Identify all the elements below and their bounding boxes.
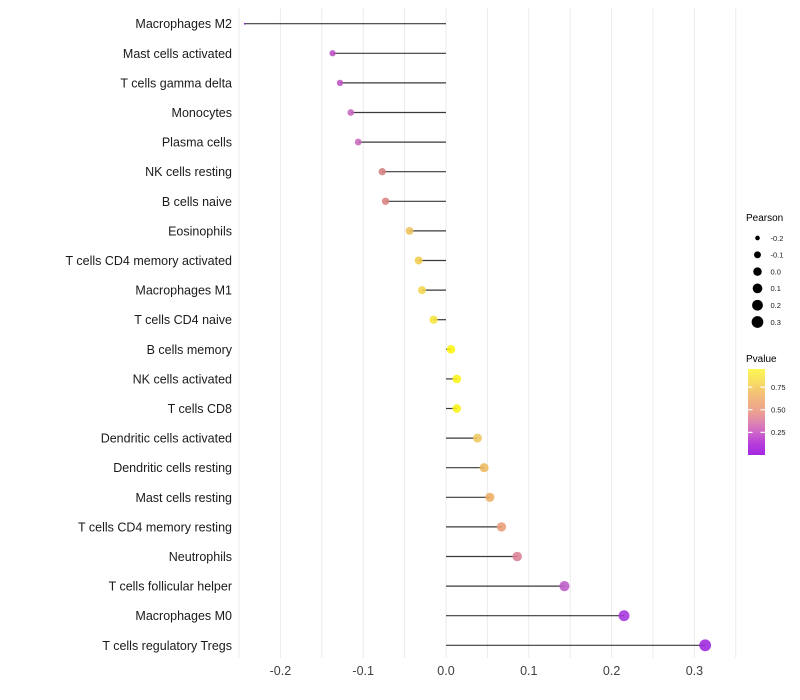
pearson-legend-label: 0.1 [771,284,781,293]
x-axis: -0.2 -0.1 0.0 0.1 0.2 0.3 [270,664,704,678]
pearson-legend-dot [752,283,763,294]
lollipop-row: Macrophages M2 [135,17,446,31]
lollipop-dot [618,610,630,622]
lollipop-row: T cells CD4 naive [134,313,446,327]
row-label: Eosinophils [168,224,232,238]
row-label: T cells CD8 [168,402,232,416]
lollipop-row: T cells follicular helper [109,580,570,594]
pearson-legend-label: 0.3 [771,318,781,327]
row-label: Dendritic cells activated [101,432,232,446]
row-label: Macrophages M1 [135,284,232,298]
row-label: Macrophages M2 [135,17,232,31]
pearson-legend-label: -0.2 [771,234,784,243]
x-tick-label: 0.0 [437,664,454,678]
row-label: Neutrophils [169,550,232,564]
lollipop-row: B cells memory [147,343,456,357]
lollipop-dot [429,315,438,324]
lollipop-row: Macrophages M0 [135,609,630,623]
row-label: Macrophages M0 [135,609,232,623]
lollipop-dot [381,197,390,205]
lollipop-row: Neutrophils [169,550,522,564]
lollipop-row: T cells CD4 memory activated [66,254,446,268]
lollipop-row: T cells CD8 [168,402,462,416]
pvalue-legend-label: 0.50 [771,406,786,415]
lollipop-dot [559,581,570,592]
lollipop-dot [699,639,712,652]
lollipop-dot [446,345,456,354]
lollipop-dot [354,138,362,146]
lollipop-dot [414,256,423,265]
pearson-legend-dot [753,267,762,276]
x-tick-label: -0.2 [270,664,292,678]
pvalue-legend-title: Pvalue [746,354,777,365]
lollipop-row: Eosinophils [168,224,446,238]
pearson-legend-dot [752,299,763,311]
row-label: B cells memory [147,343,233,357]
pvalue-legend-label: 0.25 [771,428,786,437]
pearson-legend-title: Pearson [746,213,783,224]
lollipop-row: Macrophages M1 [135,284,446,298]
pearson-legend-label: 0.0 [771,267,781,276]
lollipop-dot [512,551,522,562]
lollipop-dot [405,226,414,235]
pearson-size-legend: Pearson -0.2 -0.1 0.0 0.1 0.2 0.3 [746,213,783,328]
lollipop-dot [452,404,462,413]
x-tick-label: -0.1 [352,664,374,678]
row-label: Mast cells activated [123,47,232,61]
lollipop-row: Mast cells activated [123,47,446,61]
lollipop-row: T cells regulatory Tregs [102,639,712,653]
pearson-legend-dot [754,251,761,259]
lollipop-dot [472,433,482,443]
lollipop-dot [347,109,355,116]
lollipop-dot [479,463,489,473]
pearson-legend-label: -0.1 [771,251,784,260]
lollipop-row: NK cells resting [145,165,446,179]
lollipop-dot [378,168,386,176]
lollipop-dot [243,22,246,25]
row-label: T cells follicular helper [109,580,232,594]
lollipop-row: Monocytes [172,106,446,120]
row-label: T cells regulatory Tregs [102,639,232,653]
lollipop-dot [336,79,344,87]
row-label: T cells CD4 memory resting [78,520,232,534]
pearson-legend-dot [751,316,764,328]
lollipop-rows: Macrophages M2 Mast cells activated T cell… [66,17,712,653]
row-label: T cells CD4 memory activated [66,254,233,268]
lollipop-row: Mast cells resting [135,491,495,505]
lollipop-row: Dendritic cells activated [101,432,482,446]
row-label: Dendritic cells resting [113,461,232,475]
lollipop-dot [417,286,427,295]
gridlines [238,8,737,658]
row-label: Mast cells resting [135,491,232,505]
pvalue-color-legend: Pvalue 0.75 0.50 0.25 [746,354,786,455]
lollipop-row: NK cells activated [133,372,462,386]
row-label: NK cells activated [133,372,232,386]
pearson-legend-label: 0.2 [771,301,781,310]
lollipop-dot [496,522,507,532]
row-label: NK cells resting [145,165,232,179]
lollipop-row: T cells CD4 memory resting [78,520,507,534]
pearson-legend-dot [755,235,760,241]
lollipop-row: Plasma cells [162,136,446,150]
pvalue-legend-label: 0.75 [771,383,786,392]
x-tick-label: 0.2 [603,664,620,678]
x-tick-label: 0.3 [686,664,703,678]
row-label: B cells naive [162,195,232,209]
pvalue-gradient-bar [748,369,765,455]
row-label: T cells gamma delta [120,76,232,90]
lollipop-dot [329,50,336,57]
lollipop-row: Dendritic cells resting [113,461,489,475]
lollipop-dot [452,374,462,384]
row-label: T cells CD4 naive [134,313,232,327]
lollipop-row: T cells gamma delta [120,76,446,90]
lollipop-dot [485,492,495,502]
row-label: Monocytes [172,106,232,120]
x-tick-label: 0.1 [520,664,537,678]
row-label: Plasma cells [162,136,232,150]
lollipop-row: B cells naive [162,195,446,209]
